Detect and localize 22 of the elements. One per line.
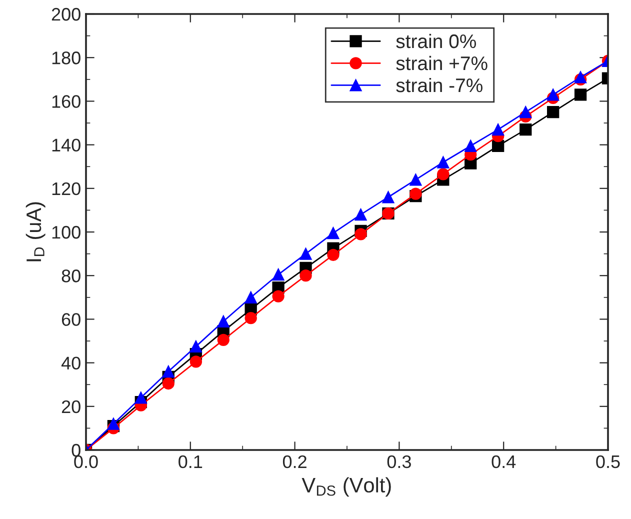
legend-label: strain +7% (396, 56, 488, 70)
y-tick-label: 160 (52, 95, 80, 108)
x-tick-label: 0.1 (178, 455, 202, 468)
y-tick-label: 140 (52, 138, 80, 152)
y-tick-label: 0 (72, 444, 80, 457)
y-tick-label: 20 (62, 400, 80, 414)
y-tick-label: 180 (52, 52, 80, 64)
y-tick-label: 40 (61, 356, 80, 370)
x-tick-label: 0.5 (596, 455, 620, 468)
y-tick-label: 200 (52, 8, 80, 21)
y-tick-label: 80 (62, 270, 80, 282)
x-tick-label: 0.4 (492, 455, 516, 468)
legend-label: strain -7% (396, 78, 482, 92)
y-tick-label: 100 (52, 226, 80, 239)
y-tick-label: 60 (62, 313, 80, 326)
y-tick-label: 120 (52, 182, 80, 196)
x-tick-label: 0.3 (387, 455, 411, 468)
y-axis-title: I$_{D}$ (uA) (26, 202, 46, 262)
x-tick-label: 0.0 (74, 455, 98, 468)
x-axis-title: V$_{DS}$ (Volt) (302, 477, 391, 497)
legend-label: strain 0% (396, 34, 476, 48)
x-tick-label: 0.2 (282, 455, 306, 468)
